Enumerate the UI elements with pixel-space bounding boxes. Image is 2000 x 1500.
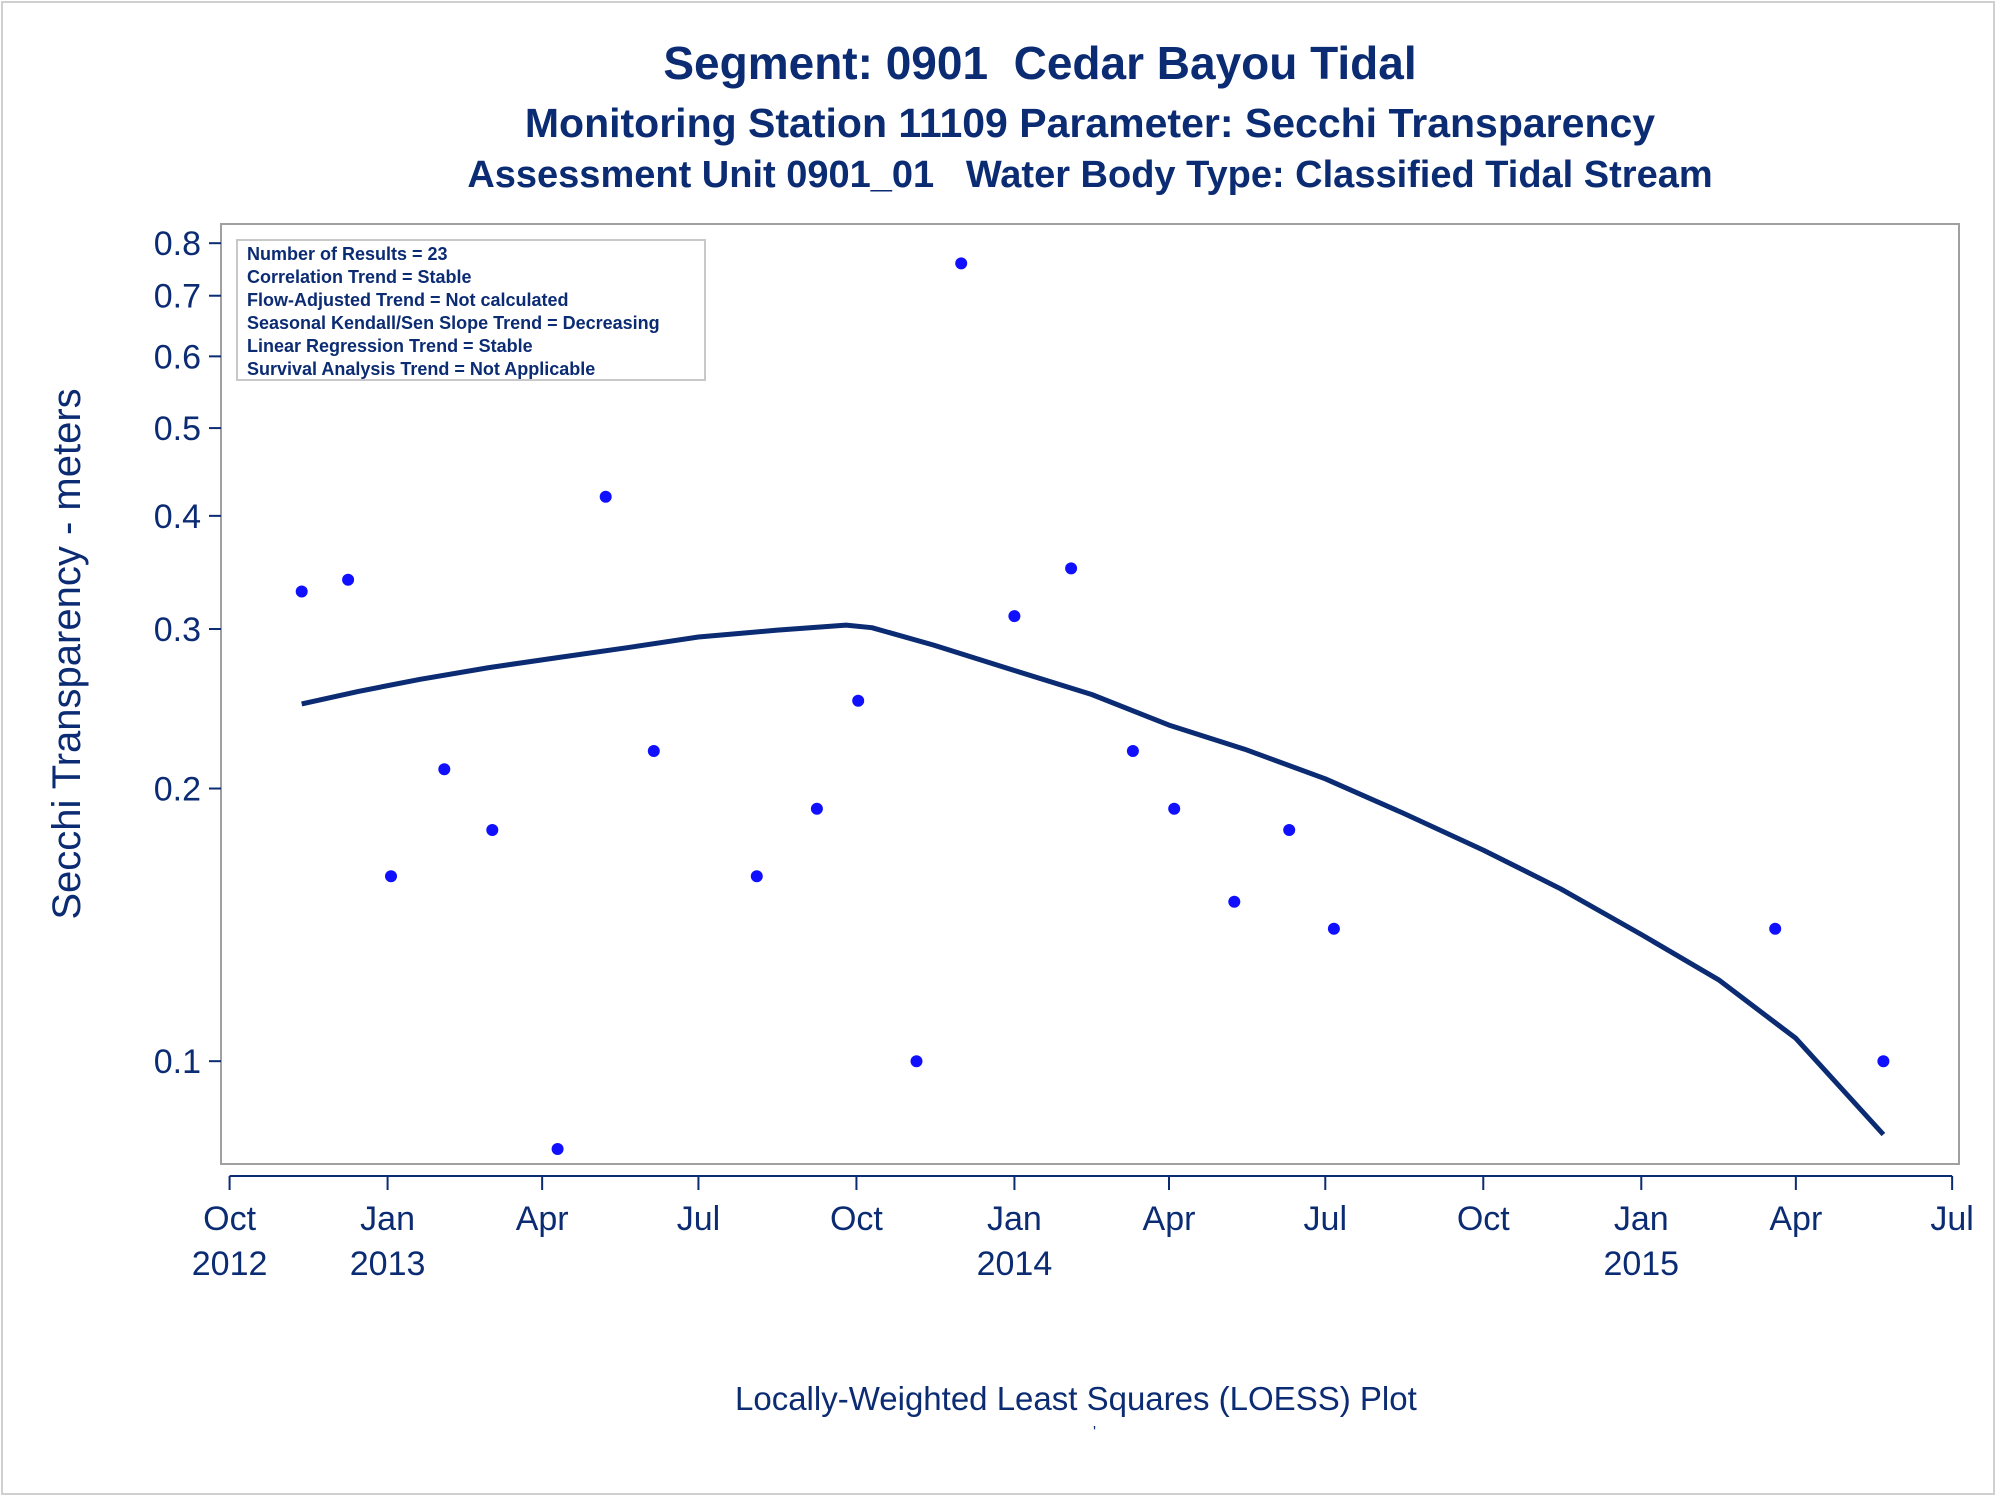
x-tick-year-label: 2014 xyxy=(977,1245,1053,1283)
x-tick-label: Oct xyxy=(830,1200,883,1238)
data-point xyxy=(750,870,763,883)
data-point xyxy=(385,870,397,883)
y-tick-label: 0.2 xyxy=(154,771,201,809)
x-tick-year-label: 2012 xyxy=(192,1245,268,1283)
data-point xyxy=(910,1055,923,1068)
data-point xyxy=(852,694,865,707)
data-point xyxy=(1228,895,1241,908)
stats-box: Number of Results = 23 Correlation Trend … xyxy=(236,239,706,381)
x-tick-label: Oct xyxy=(1457,1200,1510,1238)
data-point xyxy=(1065,562,1078,575)
stats-line: Flow-Adjusted Trend = Not calculated xyxy=(247,290,569,310)
data-point xyxy=(647,745,660,757)
y-axis: 0.1 0.2 0.3 0.4 0.5 0.6 0.7 0.8 xyxy=(154,225,221,1081)
y-tick-label: 0.1 xyxy=(154,1043,201,1081)
stats-line: Correlation Trend = Stable xyxy=(247,267,472,287)
y-axis-title: Secchi Transparency - meters xyxy=(45,388,89,919)
data-point xyxy=(1168,802,1181,815)
data-point xyxy=(1877,1055,1890,1068)
data-point xyxy=(1769,922,1782,935)
x-tick-label: Jan xyxy=(360,1200,415,1238)
y-tick-label: 0.7 xyxy=(154,278,201,316)
y-tick-label: 0.8 xyxy=(154,225,201,263)
x-tick-label: Apr xyxy=(1769,1200,1822,1238)
data-point xyxy=(438,763,451,776)
chart-subtitle-2: Assessment Unit 0901_01 Water Body Type:… xyxy=(467,154,1713,196)
x-tick-label: Jan xyxy=(987,1200,1042,1238)
x-tick-label: Apr xyxy=(1143,1200,1196,1238)
data-point xyxy=(1283,824,1296,836)
y-tick-label: 0.5 xyxy=(154,410,201,448)
data-point xyxy=(599,490,612,503)
data-point xyxy=(955,257,968,270)
x-tick-label: Jan xyxy=(1614,1200,1669,1238)
data-point xyxy=(486,824,499,836)
stats-line: Survival Analysis Trend = Not Applicable xyxy=(247,359,595,379)
data-point xyxy=(551,1143,564,1155)
chart-footnote: Locally-Weighted Least Squares (LOESS) P… xyxy=(735,1380,1417,1417)
loess-curve xyxy=(301,622,1886,1137)
chart-subtitle: Monitoring Station 11109 Parameter: Secc… xyxy=(524,100,1656,146)
x-tick-label: Jul xyxy=(1304,1200,1347,1238)
x-axis: Oct 2012 Jan 2013 Apr Jul Oct Jan 2014 Apr Jul Oct J… xyxy=(192,1175,1974,1283)
x-tick-label: Jul xyxy=(1930,1200,1973,1238)
plot-area xyxy=(220,223,1960,1165)
x-tick-label: Jul xyxy=(677,1200,720,1238)
x-tick-label: Apr xyxy=(516,1200,569,1238)
stats-line: Seasonal Kendall/Sen Slope Trend = Decre… xyxy=(247,313,660,333)
chart-title: Segment: 0901 Cedar Bayou Tidal xyxy=(663,37,1417,89)
data-point xyxy=(1126,745,1139,757)
data-point xyxy=(342,573,355,586)
stats-line: Linear Regression Trend = Stable xyxy=(247,336,533,356)
data-point xyxy=(295,585,308,598)
x-tick-year-label: 2015 xyxy=(1603,1245,1679,1283)
stats-box-border xyxy=(236,239,706,381)
stats-line: Number of Results = 23 xyxy=(247,244,448,264)
y-tick-label: 0.3 xyxy=(154,611,201,649)
y-tick-label: 0.4 xyxy=(154,498,201,536)
footnote-mark: ' xyxy=(1093,1424,1097,1441)
data-point xyxy=(810,802,823,815)
x-tick-year-label: 2013 xyxy=(350,1245,426,1283)
data-point xyxy=(1327,922,1340,935)
y-tick-label: 0.6 xyxy=(154,338,201,376)
data-point xyxy=(1008,610,1021,623)
x-tick-label: Oct xyxy=(203,1200,256,1238)
data-points xyxy=(295,247,1890,1155)
